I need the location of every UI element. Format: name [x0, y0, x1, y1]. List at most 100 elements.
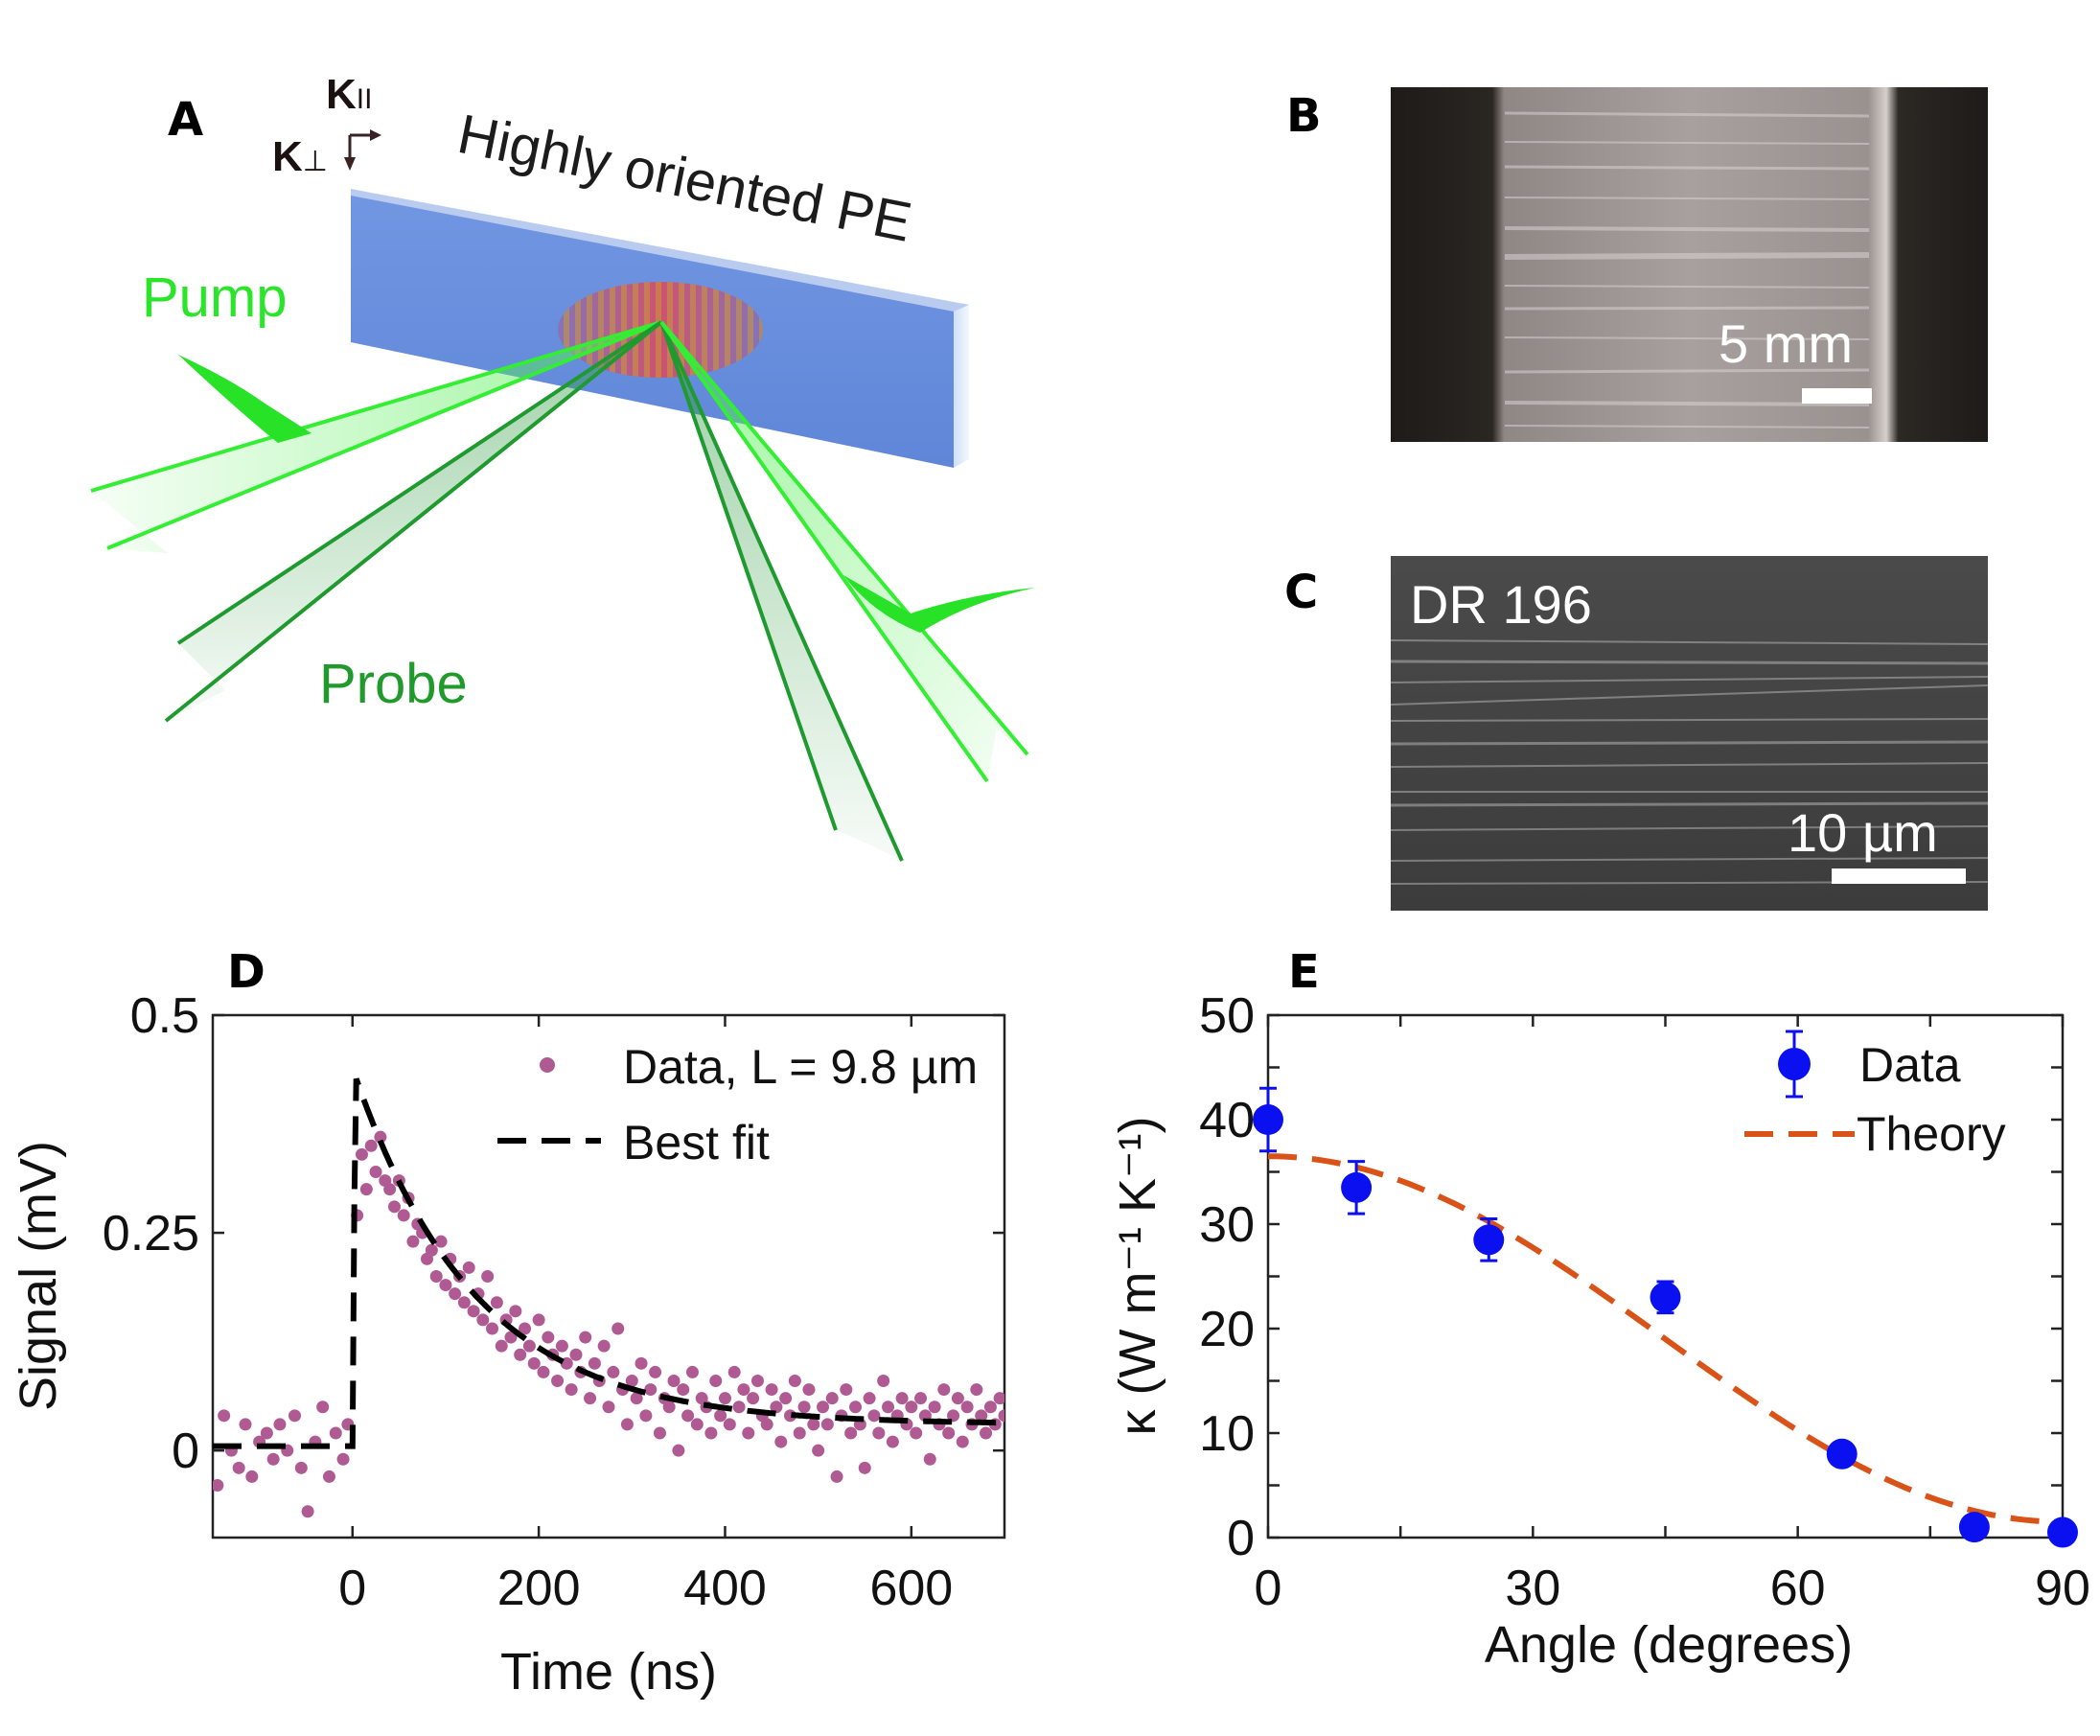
data-point [797, 1400, 811, 1414]
data-point [765, 1383, 778, 1397]
data-point [635, 1356, 648, 1370]
sem-image [1391, 556, 1988, 911]
data-point [439, 1279, 452, 1292]
chart-d-xlabel: Time (ns) [500, 1643, 717, 1701]
data-point [644, 1383, 658, 1397]
data-point [1253, 1104, 1283, 1135]
y-tick-label: 0 [172, 1424, 199, 1479]
data-point [301, 1505, 314, 1518]
chart-e-ylabel: κ (W m⁻¹ K⁻¹) [1109, 1117, 1166, 1436]
y-tick-label: 0 [1227, 1511, 1255, 1566]
data-point [1650, 1282, 1681, 1313]
data-point [397, 1209, 410, 1222]
data-point [914, 1392, 928, 1405]
data-point [1958, 1512, 1990, 1543]
data-point [802, 1383, 816, 1397]
data-point [956, 1435, 969, 1448]
data-point [760, 1418, 773, 1431]
data-point [462, 1261, 475, 1274]
chart-d-legend: Data, L = 9.8 µm Best fit [497, 1040, 978, 1169]
chart-e-xlabel: Angle (degrees) [1485, 1616, 1853, 1674]
panel-b: B 5 mm [1286, 87, 1988, 442]
y-tick-label: 20 [1199, 1302, 1255, 1357]
data-point [2047, 1516, 2078, 1548]
data-point [1473, 1224, 1505, 1256]
x-tick-label: 400 [683, 1561, 767, 1616]
data-point [970, 1383, 983, 1397]
y-tick-label: 40 [1199, 1093, 1255, 1148]
data-point [620, 1418, 634, 1431]
data-point [625, 1375, 638, 1387]
panel-a-label: A [168, 93, 203, 147]
data-point [322, 1470, 335, 1483]
chart-d-tick-labels: 0 200 400 600 0 0.25 0.5 [103, 988, 953, 1616]
data-point [812, 1444, 825, 1457]
data-point [359, 1183, 373, 1196]
legend-data-marker [540, 1057, 555, 1073]
sample-photo [1391, 87, 1988, 442]
data-point [709, 1375, 723, 1387]
y-tick-label: 0.25 [103, 1206, 199, 1261]
data-point [532, 1313, 545, 1327]
data-point [714, 1409, 727, 1423]
data-point [374, 1130, 387, 1144]
data-point [467, 1305, 480, 1318]
chart-e-ticks [1266, 1013, 2065, 1539]
data-point [863, 1392, 876, 1405]
data-point [514, 1348, 527, 1361]
data-point [928, 1400, 941, 1414]
data-point [425, 1243, 438, 1257]
data-point [355, 1147, 368, 1161]
data-point [662, 1400, 676, 1414]
probe-beams-incoming [164, 320, 663, 723]
data-point [239, 1418, 252, 1431]
data-point [718, 1392, 731, 1405]
data-point [486, 1322, 499, 1335]
chart-e-tick-labels: 0 30 60 90 0 10 20 30 40 50 [1199, 988, 2090, 1616]
probe-label: Probe [319, 653, 468, 715]
data-point [457, 1296, 471, 1309]
data-point [732, 1400, 746, 1414]
data-point [737, 1383, 750, 1397]
data-point [630, 1392, 643, 1405]
chart-e-theory-line [1267, 1153, 2064, 1525]
sem-overlay-label: DR 196 [1410, 574, 1592, 635]
data-point [495, 1339, 508, 1353]
legend-theory-label: Theory [1857, 1107, 2006, 1161]
data-point [537, 1365, 550, 1378]
pump-pulse-left-icon [178, 355, 312, 443]
data-point [316, 1400, 330, 1414]
scale-bar-label-b: 5 mm [1719, 313, 1853, 374]
data-point [677, 1383, 690, 1397]
panel-e: E 0 30 60 90 0 10 20 30 40 50 Angle (degrees) κ (… [1109, 945, 2090, 1674]
x-tick-label: 0 [338, 1561, 366, 1616]
data-point [983, 1400, 997, 1414]
data-point [895, 1392, 909, 1405]
data-point [476, 1313, 490, 1327]
data-point [937, 1383, 951, 1397]
data-point [667, 1375, 681, 1387]
data-point [213, 1479, 224, 1492]
data-point [555, 1339, 568, 1353]
data-point [653, 1426, 666, 1440]
panel-d: D 0 200 400 600 0 0.25 0.5 Time (ns) Signal (m… [10, 945, 1006, 1701]
data-point [584, 1392, 597, 1405]
data-point [844, 1426, 858, 1440]
y-tick-label: 30 [1199, 1197, 1255, 1253]
data-point [923, 1452, 936, 1466]
data-point [681, 1409, 695, 1423]
data-point [830, 1470, 843, 1483]
data-point [858, 1461, 871, 1474]
chart-e-data-points [1253, 1086, 2078, 1548]
data-point [294, 1461, 308, 1474]
scale-bar-b [1802, 388, 1872, 404]
x-tick-label: 0 [1255, 1561, 1282, 1616]
data-point [951, 1392, 964, 1405]
data-point [260, 1426, 273, 1440]
data-point [490, 1296, 503, 1309]
data-point [504, 1331, 518, 1344]
data-point [612, 1322, 625, 1335]
x-tick-label: 200 [497, 1561, 581, 1616]
data-point [788, 1375, 801, 1387]
pump-beams-outgoing [659, 320, 1029, 783]
